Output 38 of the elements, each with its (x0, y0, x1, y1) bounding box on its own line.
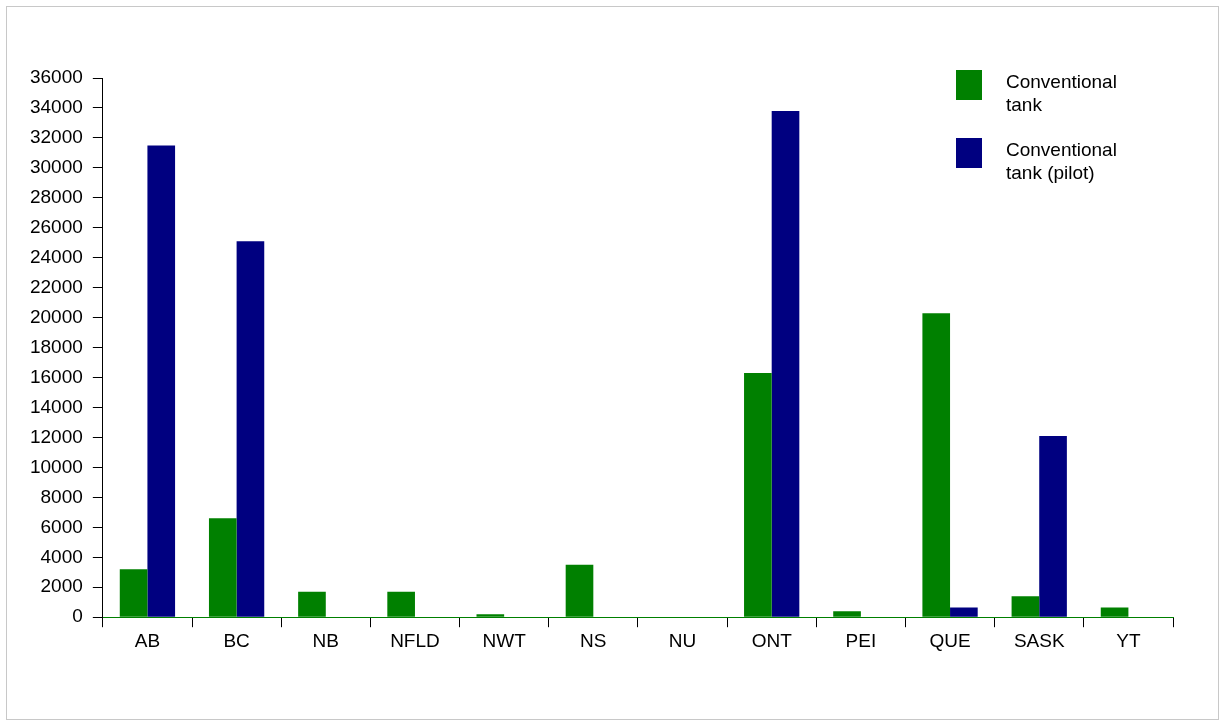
bar (1039, 435, 1067, 617)
y-tick-label: 20000 (29, 305, 83, 327)
y-tick-label: 22000 (29, 275, 83, 297)
y-tick-label: 16000 (29, 365, 83, 387)
x-tick-label: NU (668, 629, 697, 651)
x-tick-label: AB (134, 629, 161, 651)
x-tick-label: QUE (929, 629, 971, 651)
x-tick-label: ONT (751, 629, 793, 651)
y-tick-label: 24000 (29, 245, 83, 267)
y-tick-label: 30000 (29, 156, 83, 178)
x-tick-label: PEI (845, 629, 877, 651)
x-tick-label: BC (223, 629, 250, 651)
y-tick-label: 14000 (29, 395, 83, 417)
x-tick-label: SASK (1013, 629, 1065, 651)
y-tick-label: 28000 (29, 186, 83, 208)
x-tick-label: NWT (482, 629, 527, 651)
y-tick-label: 34000 (29, 96, 83, 118)
x-tick-label: NB (312, 629, 339, 651)
y-tick-label: 2000 (40, 575, 83, 597)
bar (950, 607, 978, 617)
y-tick-label: 0 (72, 605, 83, 627)
y-tick-label: 36000 (29, 66, 83, 88)
y-tick-label: 6000 (40, 515, 83, 537)
bar (771, 110, 800, 617)
y-tick-label: 8000 (40, 485, 83, 507)
legend-label: Conventional tank (pilot) (1006, 138, 1118, 184)
y-tick-label: 10000 (29, 455, 83, 477)
bar (236, 241, 265, 617)
bar (147, 145, 176, 617)
y-tick-label: 32000 (29, 126, 83, 148)
y-tick-label: 4000 (40, 545, 83, 567)
legend-label: Conventional tank (1006, 70, 1118, 116)
x-tick-label: NFLD (390, 629, 440, 651)
x-tick-label: YT (1116, 629, 1141, 651)
y-tick-label: 26000 (29, 216, 83, 238)
y-tick-label: 18000 (29, 335, 83, 357)
x-tick-label: NS (580, 629, 607, 651)
y-tick-label: 12000 (29, 425, 83, 447)
